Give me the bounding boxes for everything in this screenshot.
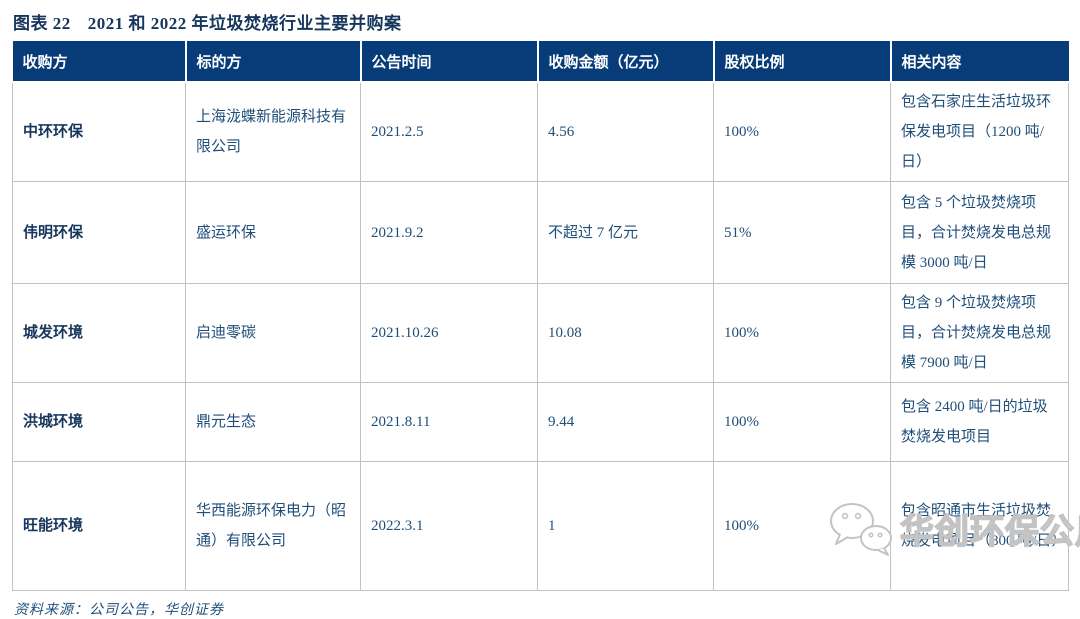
col-header-equity-ratio: 股权比例 [713,41,892,83]
source-note: 资料来源：公司公告，华创证券 [14,603,224,618]
col-header-acquirer: 收购方 [12,41,187,83]
cell-announce-date: 2021.8.11 [360,382,538,462]
cell-acquirer: 洪城环境 [12,382,186,462]
cell-acquirer: 中环环保 [12,81,186,182]
cell-equity-ratio: 100% [713,382,891,462]
cell-amount: 10.08 [537,283,714,383]
table-row: 中环环保 上海泷蝶新能源科技有限公司 2021.2.5 4.56 100% 包含… [12,81,1069,182]
figure-caption: 2021 和 2022 年垃圾焚烧行业主要并购案 [87,14,402,33]
cell-details: 包含昭通市生活垃圾焚烧发电项目（800 吨/日） [890,461,1069,591]
table-row: 旺能环境 华西能源环保电力（昭通）有限公司 2022.3.1 1 100% 包含… [12,461,1069,591]
col-header-amount: 收购金额（亿元） [537,41,715,83]
table-row: 洪城环境 鼎元生态 2021.8.11 9.44 100% 包含 2400 吨/… [12,382,1069,462]
cell-amount: 9.44 [537,382,714,462]
cell-target: 鼎元生态 [185,382,361,462]
ma-table: 收购方 标的方 公告时间 收购金额（亿元） 股权比例 相关内容 中环环保 上海泷… [12,41,1069,591]
cell-equity-ratio: 100% [713,283,891,383]
cell-equity-ratio: 51% [713,181,891,284]
cell-amount: 1 [537,461,714,591]
table-row: 伟明环保 盛运环保 2021.9.2 不超过 7 亿元 51% 包含 5 个垃圾… [12,181,1069,284]
cell-announce-date: 2021.2.5 [360,81,538,182]
cell-target: 盛运环保 [185,181,361,284]
cell-announce-date: 2021.10.26 [360,283,538,383]
cell-details: 包含 5 个垃圾焚烧项目，合计焚烧发电总规模 3000 吨/日 [890,181,1069,284]
figure-number: 图表 22 [13,14,71,33]
cell-amount: 4.56 [537,81,714,182]
cell-target: 启迪零碳 [185,283,361,383]
cell-target: 华西能源环保电力（昭通）有限公司 [185,461,361,591]
figure-title: 图表 22 2021 和 2022 年垃圾焚烧行业主要并购案 [0,0,1080,41]
cell-equity-ratio: 100% [713,461,891,591]
cell-details: 包含石家庄生活垃圾环保发电项目（1200 吨/日） [890,81,1069,182]
cell-acquirer: 旺能环境 [12,461,186,591]
col-header-target: 标的方 [185,41,362,83]
table-row: 城发环境 启迪零碳 2021.10.26 10.08 100% 包含 9 个垃圾… [12,283,1069,383]
cell-details: 包含 2400 吨/日的垃圾焚烧发电项目 [890,382,1069,462]
cell-target: 上海泷蝶新能源科技有限公司 [185,81,361,182]
col-header-announce-date: 公告时间 [360,41,539,83]
cell-announce-date: 2021.9.2 [360,181,538,284]
cell-amount: 不超过 7 亿元 [537,181,714,284]
table-header-row: 收购方 标的方 公告时间 收购金额（亿元） 股权比例 相关内容 [12,41,1069,83]
cell-acquirer: 伟明环保 [12,181,186,284]
cell-announce-date: 2022.3.1 [360,461,538,591]
col-header-details: 相关内容 [890,41,1069,83]
cell-details: 包含 9 个垃圾焚烧项目，合计焚烧发电总规模 7900 吨/日 [890,283,1069,383]
cell-acquirer: 城发环境 [12,283,186,383]
cell-equity-ratio: 100% [713,81,891,182]
